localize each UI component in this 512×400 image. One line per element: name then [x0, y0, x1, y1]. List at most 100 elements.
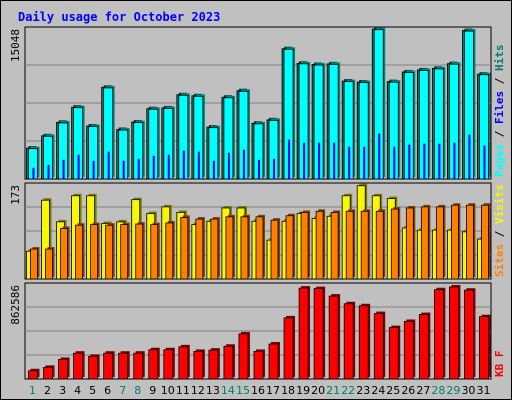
- x-tick-label: 3: [59, 384, 66, 397]
- kbf-bar: [118, 352, 129, 380]
- files-bar: [408, 144, 411, 179]
- sites-bar: [330, 212, 339, 280]
- x-tick-label: 10: [161, 384, 175, 397]
- x-tick-label: 27: [416, 384, 430, 397]
- panel-hits-files-pages-legend: Pages / Files / Hits: [493, 45, 506, 178]
- sites-bar: [45, 248, 53, 280]
- files-bar: [318, 142, 321, 179]
- x-tick-label: 2: [44, 384, 51, 397]
- sites-bar: [75, 224, 83, 280]
- kbf-bar: [43, 366, 53, 380]
- x-tick-label: 7: [119, 384, 126, 397]
- x-tick-label: 20: [311, 384, 325, 397]
- files-bar: [77, 154, 80, 179]
- x-tick-label: 30: [461, 384, 475, 397]
- sites-bar: [165, 222, 174, 280]
- kbf-bar: [88, 355, 99, 380]
- sites-bar: [105, 224, 114, 280]
- kbf-bar: [433, 289, 444, 380]
- sites-bar: [466, 204, 474, 280]
- panel-visits-sites-max-label: 173: [9, 185, 22, 205]
- sites-bar: [481, 204, 489, 280]
- kbf-bar: [418, 314, 429, 380]
- sites-bar: [315, 210, 324, 280]
- kbf-bar: [328, 295, 339, 380]
- files-bar: [242, 149, 245, 179]
- legend-entry: /: [493, 130, 506, 144]
- kbf-bar: [283, 317, 294, 380]
- x-tick-label: 25: [386, 384, 400, 397]
- sites-bar: [360, 210, 369, 280]
- sites-bar: [451, 204, 459, 280]
- kbf-bar: [479, 316, 489, 380]
- kbf-bar: [223, 345, 234, 380]
- x-tick-label: 26: [401, 384, 415, 397]
- kbf-bar: [103, 352, 114, 380]
- kbf-bar: [238, 333, 249, 380]
- files-bar: [197, 151, 200, 179]
- kbf-bar: [28, 370, 38, 380]
- files-bar: [167, 154, 170, 179]
- files-bar: [303, 142, 306, 179]
- x-tick-label: 11: [176, 384, 190, 397]
- files-bar: [62, 159, 65, 179]
- sites-bar: [435, 206, 444, 280]
- kbf-bar: [464, 289, 474, 380]
- sites-bar: [60, 228, 68, 280]
- sites-bar: [195, 218, 204, 280]
- sites-bar: [390, 208, 399, 280]
- x-tick-label: 22: [341, 384, 355, 397]
- x-tick-label: 15: [236, 384, 250, 397]
- files-bar: [483, 145, 486, 179]
- legend-entry: KB F: [493, 351, 506, 378]
- x-tick-label: 17: [266, 384, 280, 397]
- x-tick-label: 23: [356, 384, 370, 397]
- files-bar: [182, 150, 185, 179]
- sites-bar: [90, 224, 99, 280]
- kbf-bar: [163, 349, 174, 380]
- panel-visits-sites-legend: Sites / Visits: [493, 184, 506, 277]
- files-bar: [348, 146, 351, 179]
- kbf-bar: [268, 343, 279, 380]
- legend-entry: /: [493, 77, 506, 91]
- files-bar: [393, 146, 396, 179]
- sites-bar: [255, 216, 264, 280]
- files-bar: [273, 158, 276, 179]
- sites-bar: [150, 224, 159, 280]
- legend-entry: /: [493, 230, 506, 244]
- files-bar: [107, 151, 110, 179]
- files-bar: [47, 164, 50, 179]
- kbf-bar: [343, 303, 354, 380]
- x-tick-label: 21: [326, 384, 340, 397]
- files-bar: [288, 139, 291, 179]
- files-bar: [32, 167, 35, 179]
- sites-bar: [180, 217, 189, 280]
- files-bar: [378, 133, 381, 179]
- x-tick-label: 14: [221, 384, 235, 397]
- sites-bar: [225, 216, 234, 280]
- x-tick-label: 13: [206, 384, 220, 397]
- x-tick-label: 18: [281, 384, 295, 397]
- x-tick-label: 31: [476, 384, 490, 397]
- files-bar: [363, 146, 366, 179]
- x-tick-label: 9: [149, 384, 156, 397]
- panel-hits-files-pages-max-label: 15048: [9, 29, 22, 62]
- legend-entry: Sites: [493, 244, 506, 277]
- legend-entry: Hits: [493, 45, 506, 78]
- x-tick-label: 19: [296, 384, 310, 397]
- files-bar: [438, 143, 441, 179]
- sites-bar: [420, 206, 429, 280]
- x-tick-label: 6: [104, 384, 111, 397]
- kbf-bar: [388, 327, 399, 380]
- sites-bar: [240, 216, 249, 280]
- files-bar: [333, 142, 336, 179]
- panel-kbf-max-label: 862586: [9, 285, 22, 325]
- x-tick-label: 29: [446, 384, 460, 397]
- legend-entry: Pages: [493, 144, 506, 177]
- sites-bar: [30, 248, 38, 280]
- x-tick-label: 24: [371, 384, 385, 397]
- sites-bar: [405, 207, 414, 280]
- sites-bar: [270, 219, 279, 280]
